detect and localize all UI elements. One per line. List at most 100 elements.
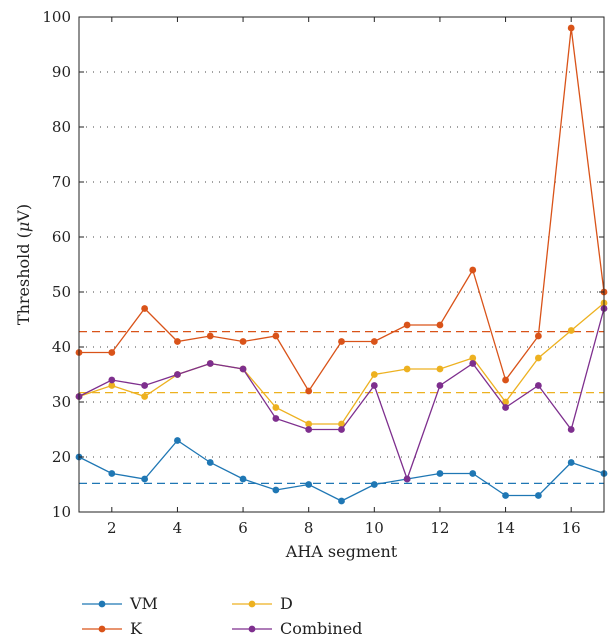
x-tick-label: 8 xyxy=(304,519,314,537)
series-line-k xyxy=(79,27,605,393)
legend-label: D xyxy=(280,594,293,613)
x-axis-ticks: 2 4 6 8 10 12 14 16 xyxy=(107,17,581,537)
series-lines xyxy=(75,24,608,505)
data-point-combined xyxy=(174,371,181,378)
y-tick-label: 100 xyxy=(42,8,71,26)
data-point-k xyxy=(403,321,411,329)
legend-item-k: K xyxy=(82,619,143,638)
legend-label: K xyxy=(130,619,143,638)
data-point-vm xyxy=(534,492,542,499)
y-axis-label-mu: μ xyxy=(14,222,33,232)
y-tick-label: 90 xyxy=(52,63,71,81)
y-tick-label: 60 xyxy=(52,228,71,246)
x-tick-label: 2 xyxy=(107,519,117,537)
data-point-d xyxy=(567,327,575,334)
y-axis-label-suffix: V) xyxy=(14,204,33,223)
data-point-combined xyxy=(436,382,444,389)
data-point-d xyxy=(272,404,280,411)
data-point-vm xyxy=(141,475,149,483)
x-tick-label: 16 xyxy=(562,519,581,537)
legend: VM K D Combined xyxy=(82,594,362,638)
data-point-combined xyxy=(272,415,280,422)
data-point-k xyxy=(239,338,247,345)
data-point-vm xyxy=(502,492,509,499)
series-vm xyxy=(75,437,608,505)
data-point-vm xyxy=(108,470,116,477)
y-tick-label: 30 xyxy=(52,393,71,411)
series-line-vm xyxy=(78,439,605,502)
series-line-combined xyxy=(78,308,605,481)
data-point-combined xyxy=(403,475,411,483)
data-point-combined xyxy=(206,360,214,367)
data-point-combined xyxy=(567,426,575,433)
x-axis-label: AHA segment xyxy=(285,542,398,561)
series-k xyxy=(75,24,608,395)
data-point-d xyxy=(534,354,542,362)
series-combined xyxy=(75,305,608,483)
data-point-k xyxy=(338,338,345,345)
data-point-vm xyxy=(174,437,181,444)
y-axis-label: Threshold (μV) xyxy=(14,204,33,325)
legend-label: Combined xyxy=(280,619,362,638)
y-axis-label-prefix: Threshold ( xyxy=(14,232,33,325)
legend-item-d: D xyxy=(232,594,293,613)
x-tick-label: 6 xyxy=(238,519,248,537)
data-point-vm xyxy=(206,459,214,466)
data-point-k xyxy=(567,24,575,32)
x-tick-label: 4 xyxy=(173,519,183,537)
data-point-combined xyxy=(469,360,477,367)
data-point-combined xyxy=(534,382,542,389)
data-point-d xyxy=(436,365,444,373)
grid-lines xyxy=(79,71,604,458)
data-point-d xyxy=(305,420,313,428)
data-point-k xyxy=(272,332,280,340)
legend-item-combined: Combined xyxy=(232,619,362,638)
x-tick-label: 10 xyxy=(365,519,384,537)
data-point-d xyxy=(108,382,116,389)
data-point-k xyxy=(370,338,378,345)
x-tick-label: 14 xyxy=(496,519,515,537)
y-tick-label: 10 xyxy=(52,503,71,521)
data-point-d xyxy=(403,365,411,373)
data-point-k xyxy=(502,376,509,384)
data-point-vm xyxy=(272,486,280,494)
data-point-k xyxy=(305,387,313,395)
data-point-combined xyxy=(141,382,149,389)
data-point-d xyxy=(338,420,345,428)
legend-item-vm: VM xyxy=(82,594,158,613)
data-point-vm xyxy=(436,470,444,477)
legend-swatch-marker xyxy=(248,600,256,608)
data-point-d xyxy=(141,393,149,400)
data-point-vm xyxy=(305,481,313,488)
data-point-vm xyxy=(239,475,247,483)
data-point-d xyxy=(370,371,378,378)
legend-label: VM xyxy=(129,594,158,613)
data-point-d xyxy=(469,354,477,362)
data-point-k xyxy=(469,266,477,274)
legend-swatch-marker xyxy=(248,625,256,633)
data-point-d xyxy=(502,398,509,406)
y-tick-label: 80 xyxy=(52,118,71,136)
y-axis-ticks: 10 20 30 40 50 60 70 80 90 100 xyxy=(42,8,604,521)
data-point-vm xyxy=(338,497,345,505)
data-point-k xyxy=(206,332,214,340)
data-point-k xyxy=(141,305,149,312)
y-tick-label: 40 xyxy=(52,338,71,356)
data-point-vm xyxy=(469,470,477,477)
y-tick-label: 70 xyxy=(52,173,71,191)
y-tick-label: 20 xyxy=(52,448,71,466)
data-point-vm xyxy=(370,481,378,488)
legend-swatch-marker xyxy=(98,600,106,608)
data-point-combined xyxy=(338,426,345,433)
mean-lines xyxy=(79,330,604,485)
data-point-combined xyxy=(370,382,378,389)
data-point-k xyxy=(534,332,542,340)
data-point-k xyxy=(174,338,181,345)
data-point-k xyxy=(436,321,444,329)
data-point-combined xyxy=(502,404,509,411)
data-point-combined xyxy=(305,426,313,433)
y-tick-label: 50 xyxy=(52,283,71,301)
data-point-combined xyxy=(239,365,247,373)
data-point-vm xyxy=(567,459,575,466)
